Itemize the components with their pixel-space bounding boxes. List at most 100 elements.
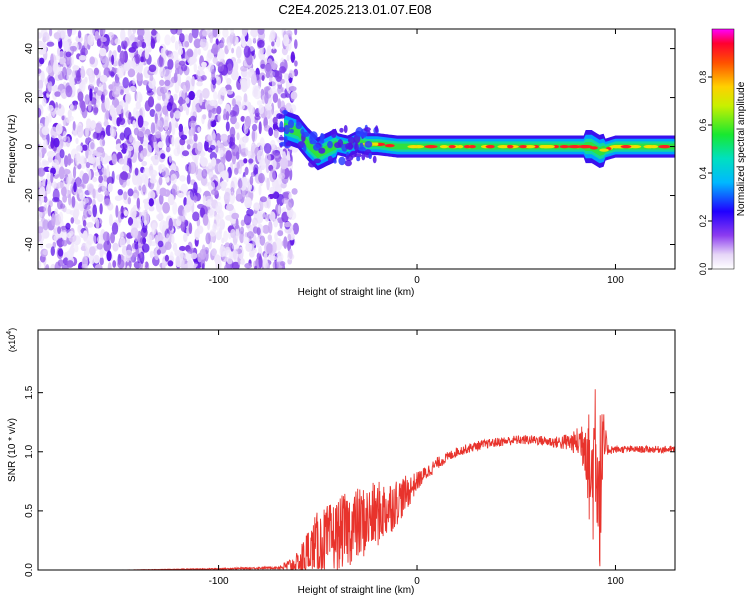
signal-blob bbox=[375, 125, 379, 133]
heatmap-cell bbox=[46, 41, 55, 47]
heatmap-cell bbox=[192, 211, 200, 222]
heatmap-cell bbox=[95, 218, 100, 229]
heatmap-cell bbox=[103, 240, 112, 252]
heatmap-cell bbox=[193, 38, 202, 49]
heatmap-cell bbox=[288, 248, 293, 260]
heatmap-cell bbox=[231, 212, 240, 220]
heatmap-cell bbox=[90, 120, 96, 130]
heatmap-cell bbox=[241, 29, 248, 37]
heatmap-cell bbox=[220, 133, 228, 142]
heatmap-cell bbox=[46, 65, 53, 74]
heatmap-cell bbox=[151, 29, 157, 36]
heatmap-cell bbox=[231, 249, 239, 261]
heatmap-cell bbox=[110, 232, 115, 244]
signal-blob bbox=[327, 155, 333, 162]
heatmap-cell bbox=[230, 180, 235, 193]
heatmap-cell bbox=[290, 91, 298, 100]
heatmap-cell bbox=[178, 215, 185, 222]
signal-band-3 bbox=[284, 122, 675, 159]
heatmap-cell bbox=[140, 56, 144, 63]
heatmap-cell bbox=[289, 70, 295, 78]
heatmap-cell bbox=[82, 230, 88, 242]
heatmap-cell bbox=[111, 153, 117, 165]
heatmap-cell bbox=[231, 261, 240, 269]
heatmap-cell bbox=[90, 142, 95, 150]
heatmap-cell bbox=[54, 208, 59, 216]
heatmap-cell bbox=[41, 42, 47, 55]
heatmap-cell bbox=[52, 197, 60, 203]
heatmap-cell bbox=[119, 50, 126, 64]
heatmap-cell bbox=[58, 166, 65, 180]
signal-blob bbox=[279, 141, 286, 147]
heatmap-cell bbox=[265, 162, 270, 174]
heatmap-cell bbox=[62, 130, 67, 142]
heatmap-cell bbox=[201, 263, 205, 269]
heatmap-cell bbox=[271, 41, 275, 47]
heatmap-cell bbox=[99, 247, 104, 258]
heatmap-cell bbox=[83, 209, 89, 219]
heatmap-cell bbox=[235, 46, 242, 59]
heatmap-cell bbox=[100, 93, 104, 102]
heatmap-cell bbox=[238, 168, 242, 175]
heatmap-cell bbox=[196, 81, 203, 87]
heatmap-cell bbox=[253, 89, 262, 100]
heatmap-cell bbox=[284, 221, 292, 228]
heatmap-cell bbox=[141, 41, 147, 49]
heatmap-cell bbox=[43, 204, 48, 215]
heatmap-cell bbox=[179, 33, 185, 43]
heatmap-cell bbox=[243, 213, 252, 226]
heatmap-cell bbox=[85, 125, 89, 139]
heatmap-cell bbox=[149, 109, 156, 117]
heatmap-cell bbox=[170, 163, 177, 172]
heatmap-cell bbox=[193, 63, 197, 73]
heatmap-cell bbox=[269, 76, 273, 83]
heatmap-cell bbox=[270, 139, 276, 150]
heatmap-cell bbox=[183, 204, 192, 213]
heatmap-cell bbox=[67, 153, 72, 166]
heatmap-cell bbox=[209, 35, 213, 44]
heatmap-cell bbox=[112, 242, 119, 252]
heatmap-cell bbox=[286, 201, 292, 211]
signal-peak bbox=[524, 145, 536, 149]
heatmap-cell bbox=[82, 219, 87, 227]
heatmap-cell bbox=[162, 202, 171, 214]
heatmap-cell bbox=[185, 106, 190, 116]
heatmap-cell bbox=[94, 264, 103, 269]
heatmap-cell bbox=[160, 47, 165, 59]
signal-blob bbox=[368, 152, 373, 160]
heatmap-cell bbox=[99, 203, 103, 215]
heatmap-cell bbox=[75, 35, 83, 43]
heatmap-cell bbox=[130, 227, 139, 238]
heatmap-cell bbox=[98, 155, 103, 162]
heatmap-cell bbox=[209, 99, 217, 107]
heatmap-cell bbox=[272, 179, 279, 191]
heatmap-cell bbox=[208, 109, 212, 119]
heatmap-cell bbox=[79, 192, 86, 201]
signal-peak bbox=[559, 145, 570, 149]
heatmap-cell bbox=[150, 122, 156, 134]
heatmap-cell bbox=[212, 56, 218, 65]
spectrogram-panel: -100 0 100 -40 -20 0 20 40 Height of straight … bbox=[7, 28, 676, 298]
heatmap-cell bbox=[81, 263, 89, 269]
heatmap-cell bbox=[148, 77, 156, 89]
heatmap-cell bbox=[174, 110, 181, 119]
heatmap-cell bbox=[119, 89, 124, 95]
heatmap-cell bbox=[89, 29, 95, 36]
heatmap-cell bbox=[284, 72, 288, 83]
heatmap-cell bbox=[39, 186, 46, 198]
heatmap-cell bbox=[66, 260, 74, 268]
heatmap-cell bbox=[202, 114, 207, 120]
heatmap-cell bbox=[184, 34, 189, 42]
heatmap-cell bbox=[250, 29, 254, 36]
heatmap-cell bbox=[65, 250, 74, 260]
heatmap-cell bbox=[275, 36, 281, 48]
heatmap-cell bbox=[187, 248, 193, 255]
heatmap-cell bbox=[245, 146, 249, 156]
heatmap-cell bbox=[277, 230, 284, 237]
heatmap-cell bbox=[38, 68, 42, 74]
heatmap-cell bbox=[193, 133, 198, 142]
heatmap-cell bbox=[258, 173, 265, 184]
heatmap-cell bbox=[209, 144, 216, 151]
heatmap-cell bbox=[166, 233, 170, 240]
